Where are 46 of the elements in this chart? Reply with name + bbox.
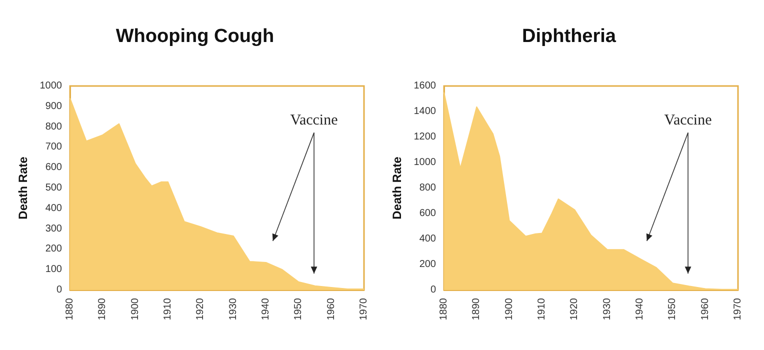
x-tick-label: 1910 xyxy=(536,298,548,320)
x-tick-label: 1970 xyxy=(358,298,370,320)
x-tick-label: 1900 xyxy=(504,298,515,320)
x-tick-label: 1940 xyxy=(634,298,646,320)
y-tick-label: 600 xyxy=(419,208,436,219)
x-tick-label: 1890 xyxy=(471,298,482,320)
y-tick-label: 1600 xyxy=(414,80,436,92)
y-tick-label: 200 xyxy=(419,259,436,270)
x-tick-label: 1950 xyxy=(293,298,304,320)
y-tick-label: 200 xyxy=(45,244,62,255)
x-tick-label: 1930 xyxy=(228,298,239,320)
y-tick-label: 1000 xyxy=(40,80,62,92)
x-tick-label: 1880 xyxy=(64,298,76,320)
y-tick-label: 900 xyxy=(45,100,62,112)
x-tick-label: 1900 xyxy=(130,298,141,320)
x-tick-label: 1930 xyxy=(602,298,613,320)
annotation: Vaccine xyxy=(664,112,712,129)
x-tick-label: 1970 xyxy=(732,298,744,320)
y-tick-label: 500 xyxy=(45,182,62,194)
y-tick-label: 0 xyxy=(430,284,436,296)
x-tick-label: 1910 xyxy=(162,298,174,320)
y-tick-label: 1400 xyxy=(414,106,436,117)
x-tick-label: 1880 xyxy=(438,298,450,320)
y-tick-label: 600 xyxy=(45,162,62,174)
chart-title: Whooping Cough xyxy=(116,26,274,47)
x-tick-label: 1890 xyxy=(97,298,108,320)
x-tick-label: 1960 xyxy=(700,298,711,320)
x-tick-label: 1950 xyxy=(667,298,678,320)
y-axis-title: Death Rate xyxy=(390,156,404,220)
y-tick-label: 100 xyxy=(45,264,62,276)
y-axis-title: Death Rate xyxy=(16,156,30,220)
x-tick-label: 1920 xyxy=(195,298,206,320)
y-tick-label: 0 xyxy=(56,284,62,296)
y-tick-label: 1200 xyxy=(414,132,436,142)
y-tick-label: 800 xyxy=(419,182,436,194)
y-tick-label: 300 xyxy=(45,223,62,234)
y-tick-label: 800 xyxy=(45,121,62,132)
y-tick-label: 700 xyxy=(45,142,62,153)
y-tick-label: 400 xyxy=(419,234,436,244)
y-tick-label: 400 xyxy=(45,202,62,214)
x-tick-label: 1920 xyxy=(569,298,580,320)
x-tick-label: 1940 xyxy=(260,298,272,320)
x-tick-label: 1960 xyxy=(326,298,337,320)
y-tick-label: 1000 xyxy=(414,157,436,168)
annotation: Vaccine xyxy=(290,112,338,129)
chart-title: Diphtheria xyxy=(522,26,616,47)
